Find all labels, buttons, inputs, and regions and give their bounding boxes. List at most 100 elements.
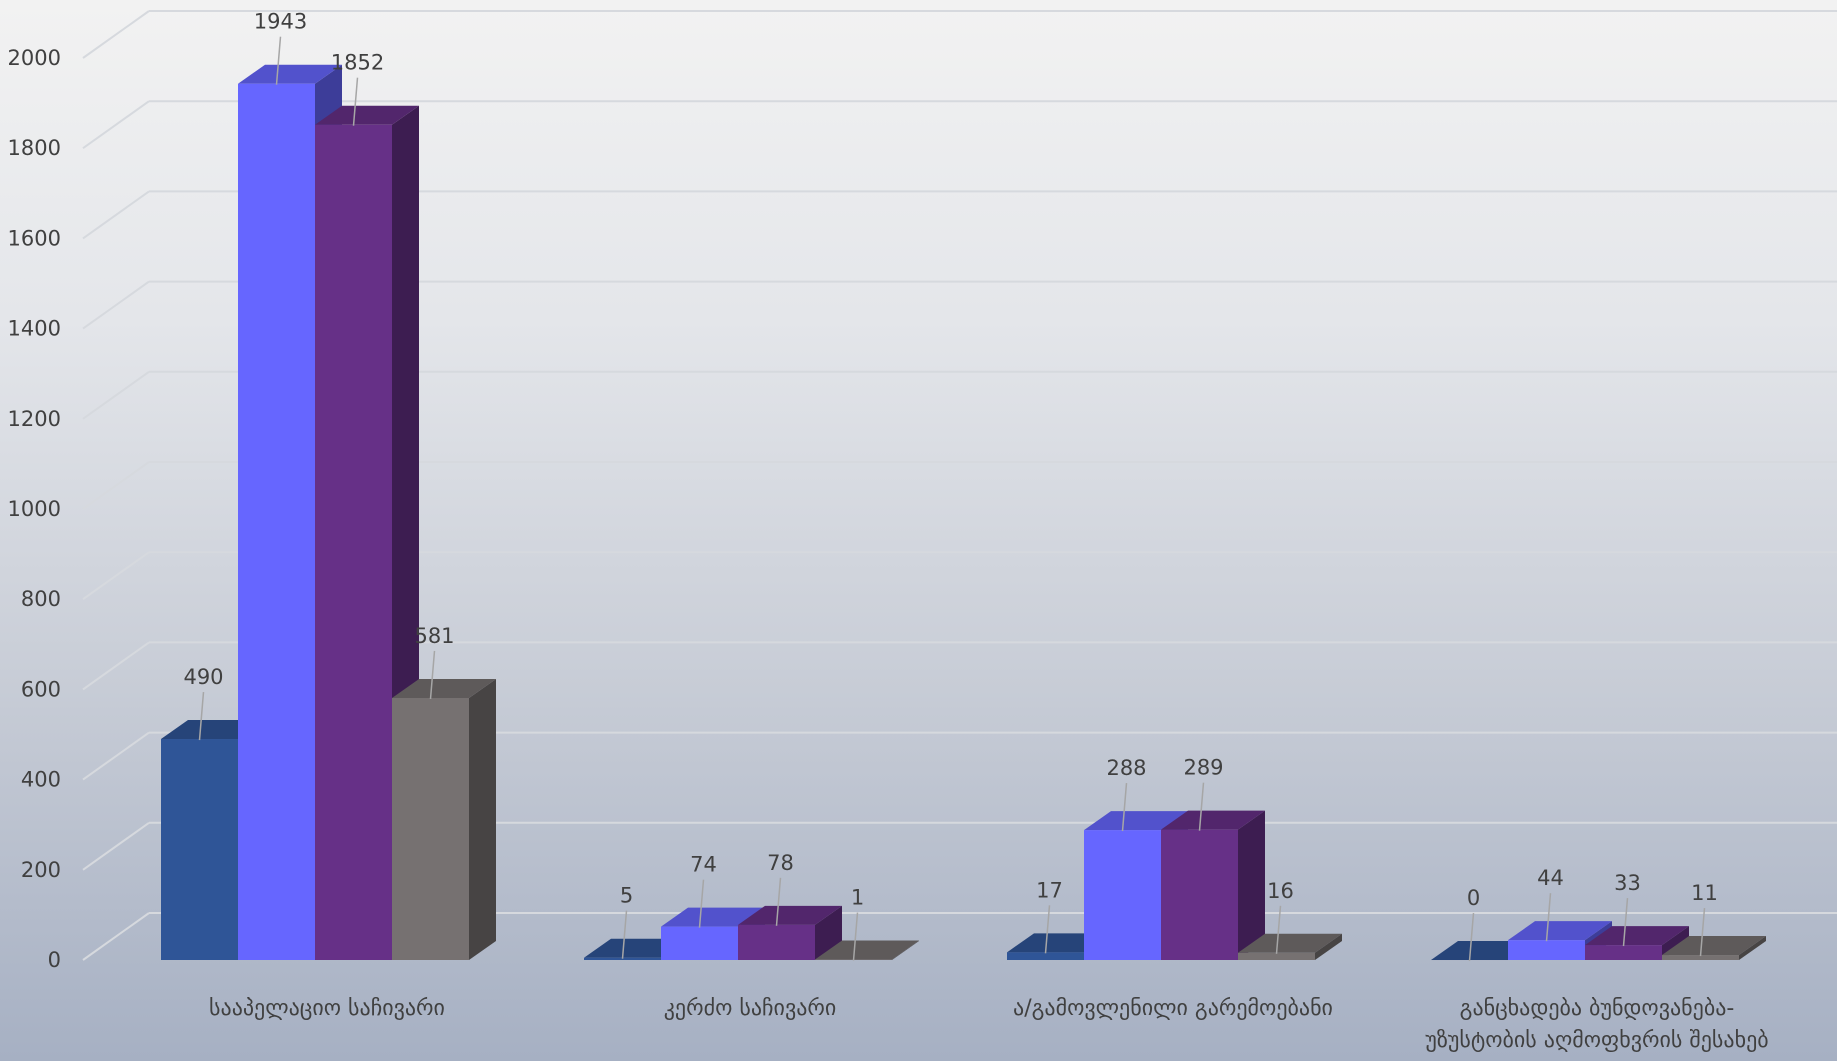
bar-top	[1585, 926, 1689, 946]
bar-front	[584, 957, 661, 960]
gridline-side	[82, 190, 150, 240]
gridline-side	[82, 10, 150, 59]
bar-front	[392, 697, 469, 960]
data-label: 288	[1106, 756, 1146, 780]
gridline-side	[82, 731, 150, 781]
leader-line	[621, 910, 628, 959]
leader-line	[198, 691, 205, 741]
gridline-side	[82, 641, 150, 691]
data-label: 44	[1537, 866, 1564, 890]
gridline-side	[82, 821, 150, 871]
bar-top	[815, 940, 919, 960]
data-label: 17	[1036, 878, 1063, 902]
leader-line	[1468, 912, 1475, 962]
y-tick-label: 400	[21, 768, 61, 792]
bar	[315, 105, 419, 961]
leader-line	[275, 36, 282, 85]
data-label: 490	[183, 665, 223, 689]
bar	[1238, 933, 1342, 960]
gridline-side	[82, 551, 150, 601]
bar-top	[738, 905, 842, 925]
leader-line	[429, 650, 436, 700]
y-tick-label: 200	[21, 858, 61, 882]
bar-front	[1084, 830, 1161, 960]
data-label: 0	[1467, 886, 1480, 910]
x-category-label: ა/გამოვლენილი გარემოებანი	[1013, 996, 1333, 1021]
bar-side	[1238, 810, 1265, 960]
bar-top	[661, 907, 765, 927]
bar-front	[238, 83, 315, 960]
bar-front	[1508, 940, 1585, 960]
bar-top	[315, 105, 419, 125]
bar-front	[661, 926, 738, 960]
bar-front	[1585, 945, 1662, 960]
leader-line	[775, 877, 782, 926]
data-label: 16	[1267, 879, 1294, 903]
bar-top	[238, 64, 342, 84]
y-tick-label: 1000	[8, 497, 61, 521]
data-label: 289	[1183, 756, 1223, 780]
gridline-side	[82, 370, 150, 420]
leader-line	[1121, 783, 1128, 832]
bar-top	[1084, 811, 1188, 831]
bar	[1662, 936, 1766, 960]
bar-top	[1161, 810, 1265, 830]
bar-top	[392, 678, 496, 698]
data-label: 1943	[254, 10, 307, 34]
x-category-label: სააპელაციო საჩივარი	[209, 996, 445, 1021]
bar-front	[315, 124, 392, 961]
leader-line	[1044, 905, 1051, 954]
bar-front	[1161, 829, 1238, 960]
data-label: 581	[414, 624, 454, 648]
gridline-side	[82, 912, 150, 961]
y-tick-label: 1200	[8, 407, 61, 431]
data-label: 33	[1614, 871, 1641, 895]
y-tick-label: 800	[21, 587, 61, 611]
x-category-label: კერძო საჩივარი	[664, 996, 837, 1021]
leader-line	[852, 912, 859, 961]
bar-top	[1238, 933, 1342, 953]
x-axis-categories: სააპელაციო საჩივარი კერძო საჩივარი ა/გამოვ…	[209, 996, 1769, 1053]
bar-top	[1508, 921, 1612, 941]
bar-side	[1315, 933, 1342, 960]
y-tick-label: 1600	[8, 226, 61, 250]
data-labels: 490 1943 1852 581 5 74 78 1 17 288 289 16 0 44 33 11	[183, 10, 1718, 962]
leader-line	[1198, 782, 1205, 831]
gridline-side	[82, 461, 150, 510]
data-label: 11	[1691, 881, 1718, 905]
data-label: 1	[851, 886, 864, 910]
bar-side	[1739, 936, 1766, 960]
y-tick-label: 1400	[8, 317, 61, 341]
bar	[392, 678, 496, 960]
leader-line	[698, 879, 705, 928]
leader-line	[1699, 907, 1706, 957]
data-label: 78	[767, 851, 794, 875]
bar-front	[161, 739, 238, 960]
y-tick-label: 1800	[8, 136, 61, 160]
bar-front	[1007, 952, 1084, 960]
bar-front	[1238, 952, 1315, 960]
bar-side	[892, 940, 919, 960]
bar-side	[469, 678, 496, 960]
data-label: 1852	[331, 51, 384, 75]
gridline-side	[82, 100, 150, 150]
data-label: 5	[620, 884, 633, 908]
bar-front	[738, 924, 815, 960]
y-tick-label: 600	[21, 677, 61, 701]
y-tick-label: 0	[48, 948, 61, 972]
bar-front	[1662, 955, 1739, 960]
x-category-label: განცხადება ბუნდოვანება-	[1460, 996, 1735, 1021]
bar	[738, 905, 842, 960]
bar-side	[815, 905, 842, 960]
gridline-side	[82, 280, 150, 330]
leader-line	[1545, 893, 1552, 942]
data-label: 74	[690, 853, 717, 877]
leader-line	[1275, 905, 1282, 954]
bar-top	[1662, 936, 1766, 956]
bar	[1161, 810, 1265, 960]
leader-line	[1622, 898, 1629, 947]
leader-line	[352, 77, 359, 126]
x-category-label: უზუსტობის აღმოფხვრის შესახებ	[1425, 1028, 1768, 1053]
y-axis-ticks: 0 200 400 600 800 1000 1200 1400 1600 1800 2000	[8, 46, 61, 972]
